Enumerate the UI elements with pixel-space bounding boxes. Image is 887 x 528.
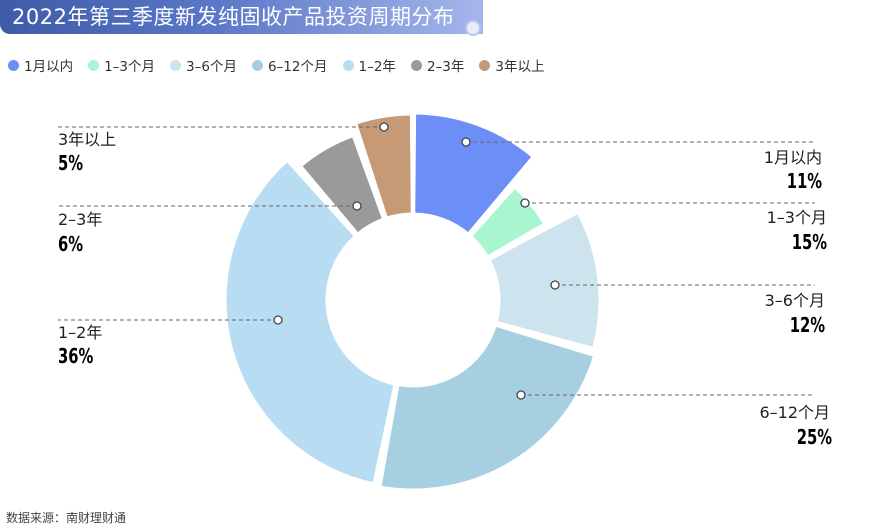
label-1-3m-pct: 15%: [791, 230, 827, 254]
leader-dot-icon: [520, 198, 530, 208]
legend-dot-icon: [251, 59, 263, 71]
slice-3[interactable]: [378, 323, 597, 492]
slice-4[interactable]: [223, 158, 397, 486]
leader-dot-icon: [516, 390, 526, 400]
data-source: 数据来源：南财理财通: [6, 511, 127, 525]
label-2-3y-name: 2–3年: [58, 210, 103, 229]
legend-item-1-2y[interactable]: 1–2年: [342, 55, 396, 75]
label-1m-name: 1月以内: [763, 148, 822, 167]
label-6-12m-pct: 25%: [796, 425, 832, 449]
legend-dot-icon: [170, 59, 182, 71]
legend-label: 3–6个月: [186, 59, 237, 75]
legend-dot-icon: [8, 59, 19, 71]
legend-item-1-3m[interactable]: 1–3个月: [88, 55, 155, 75]
slice-5[interactable]: [299, 134, 386, 236]
legend-label: 3年以上: [495, 59, 545, 75]
title-decoration: [465, 20, 481, 36]
legend-label: 1–2年: [358, 59, 396, 75]
legend-item-1m[interactable]: 1月以内: [8, 55, 73, 75]
leader-dot-icon: [550, 280, 560, 290]
chart-title: 2022年第三季度新发纯固收产品投资周期分布: [12, 5, 455, 29]
label-2-3y-pct: 6%: [58, 232, 84, 256]
label-3y-plus-pct: 5%: [58, 151, 84, 175]
title-bar: 2022年第三季度新发纯固收产品投资周期分布: [0, 0, 483, 36]
label-3-6m-pct: 12%: [789, 313, 825, 337]
label-1-2y-name: 1–2年: [58, 323, 103, 342]
slice-6[interactable]: [354, 112, 414, 220]
label-1-2y-pct: 36%: [58, 344, 94, 368]
legend-item-6-12m[interactable]: 6–12个月: [251, 55, 328, 75]
label-3-6m-name: 3–6个月: [764, 291, 825, 310]
slice-2[interactable]: [487, 210, 602, 350]
legend-label: 2–3年: [426, 59, 465, 75]
leader-dot-icon: [273, 315, 283, 325]
legend-item-3-6m[interactable]: 3–6个月: [170, 55, 237, 75]
legend-dot-icon: [479, 59, 491, 71]
legend-label: 6–12个月: [267, 59, 328, 75]
legend-item-2-3y[interactable]: 2–3年: [410, 55, 465, 75]
label-3y-plus-name: 3年以上: [58, 130, 117, 149]
legend-label: 1月以内: [24, 59, 74, 75]
legend-dot-icon: [88, 59, 100, 71]
label-1-3m-name: 1–3个月: [766, 208, 827, 227]
label-1m-pct: 11%: [786, 169, 822, 193]
legend-dot-icon: [342, 59, 354, 71]
leader-dot-icon: [379, 122, 389, 132]
label-6-12m-name: 6–12个月: [759, 403, 830, 422]
chart-legend: 1月以内 1–3个月 3–6个月 6–12个月 1–2年 2–3年 3年以上: [8, 55, 559, 75]
leader-dot-icon: [352, 201, 362, 211]
slice-0[interactable]: [412, 111, 535, 236]
leader-dot-icon: [461, 137, 471, 147]
legend-dot-icon: [410, 59, 422, 71]
legend-item-3y-plus[interactable]: 3年以上: [479, 55, 544, 75]
legend-label: 1–3个月: [104, 59, 156, 75]
